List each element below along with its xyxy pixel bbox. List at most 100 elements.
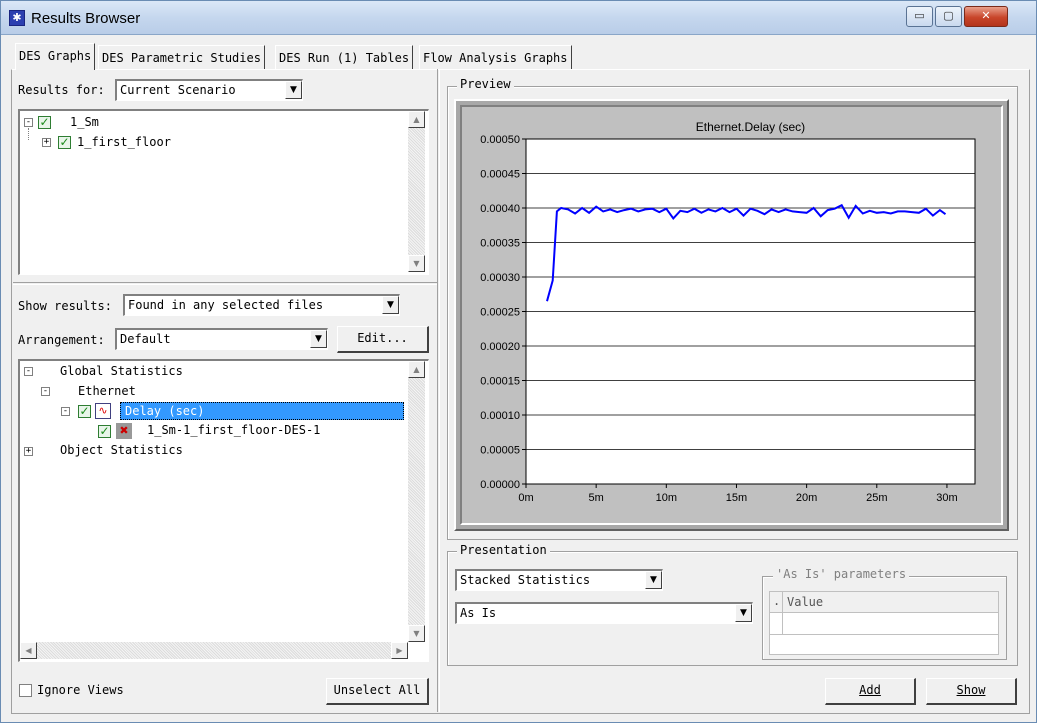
show-results-select[interactable]: Found in any selected files ▼ <box>123 294 400 316</box>
presentation-group <box>447 551 1018 666</box>
maximize-button[interactable]: ▢ <box>935 6 962 27</box>
y-tick-label: 0.00015 <box>480 376 520 388</box>
x-tick-label: 10m <box>656 492 677 504</box>
as-is-parameters-title: 'As Is' parameters <box>773 567 910 581</box>
chevron-down-icon[interactable]: ▼ <box>382 296 399 314</box>
edit-button[interactable]: Edit... <box>337 326 429 353</box>
arrangement-value: Default <box>120 332 171 346</box>
tab-des-run-tables[interactable]: DES Run (1) Tables <box>275 45 414 69</box>
graph-icon: ∿ <box>95 403 111 419</box>
expand-icon[interactable]: + <box>24 446 33 456</box>
tree-connector <box>28 128 29 140</box>
checkbox-checked-icon[interactable]: ✓ <box>58 135 71 149</box>
tab-panel <box>11 69 1030 714</box>
ignore-views-label: Ignore Views <box>37 683 124 697</box>
collapse-icon[interactable]: - <box>61 406 70 416</box>
unselect-all-button[interactable]: Unselect All <box>326 678 429 705</box>
scroll-left-icon[interactable]: ◀ <box>20 642 37 659</box>
x-tick-label: 0m <box>518 492 533 504</box>
y-tick-label: 0.00040 <box>480 203 520 215</box>
tree-item-object-statistics[interactable]: Object Statistics <box>60 443 183 457</box>
tree-item-1-first-floor[interactable]: 1_first_floor <box>77 135 171 149</box>
chart-title: Ethernet.Delay (sec) <box>696 120 805 134</box>
chevron-down-icon[interactable]: ▼ <box>310 330 327 348</box>
y-tick-label: 0.00050 <box>480 134 520 146</box>
checkbox-checked-icon[interactable]: ✓ <box>98 424 111 438</box>
presentation-title: Presentation <box>457 543 550 557</box>
show-results-label: Show results: <box>18 299 112 313</box>
stack-mode-value: Stacked Statistics <box>460 573 591 587</box>
expand-icon[interactable]: + <box>42 137 51 147</box>
tab-flow-analysis-graphs[interactable]: Flow Analysis Graphs <box>419 45 572 69</box>
title-bar[interactable]: ✱ Results Browser ▭ ▢ ✕ <box>1 1 1036 35</box>
parameters-table[interactable]: . Value <box>769 591 999 655</box>
statistics-tree-vscrollbar[interactable]: ▲ ▼ <box>408 361 425 642</box>
scenario-icon: ✖ <box>116 423 132 439</box>
ignore-views-checkbox[interactable] <box>19 684 32 697</box>
splitter[interactable] <box>13 282 437 285</box>
checkbox-checked-icon[interactable]: ✓ <box>78 404 91 418</box>
parameters-row-divider <box>770 634 998 635</box>
file-tree-scrollbar[interactable]: ▲ ▼ <box>408 111 425 272</box>
close-button[interactable]: ✕ <box>964 6 1008 27</box>
app-star-icon: ✱ <box>9 10 25 26</box>
y-tick-label: 0.00045 <box>480 169 520 181</box>
scroll-right-icon[interactable]: ▶ <box>391 642 408 659</box>
results-for-select[interactable]: Current Scenario ▼ <box>115 79 303 101</box>
x-tick-label: 30m <box>936 492 957 504</box>
preview-group <box>447 86 1018 540</box>
preview-title: Preview <box>457 77 514 91</box>
collapse-icon[interactable]: - <box>41 386 50 396</box>
scroll-down-icon[interactable]: ▼ <box>408 625 425 642</box>
tree-item-delay-sec[interactable]: Delay (sec) <box>120 402 404 420</box>
chevron-down-icon[interactable]: ▼ <box>285 81 302 99</box>
filter-select[interactable]: As Is ▼ <box>455 602 753 624</box>
y-tick-label: 0.00030 <box>480 272 520 284</box>
window-title: Results Browser <box>31 10 141 27</box>
x-tick-label: 15m <box>726 492 747 504</box>
y-tick-label: 0.00005 <box>480 445 520 457</box>
results-for-label: Results for: <box>18 83 105 97</box>
y-tick-label: 0.00000 <box>480 479 520 491</box>
parameters-header-dot: . <box>773 594 781 608</box>
arrangement-label: Arrangement: <box>18 333 105 347</box>
series-line <box>546 203 947 302</box>
delay-chart: Ethernet.Delay (sec) 0.00000 0.00005 0.0001… <box>480 120 976 504</box>
parameters-header <box>770 592 998 613</box>
filter-value: As Is <box>460 606 497 620</box>
tree-item-global-statistics[interactable]: Global Statistics <box>60 364 183 378</box>
show-results-value: Found in any selected files <box>128 298 324 312</box>
tree-item-1-sm-1-first-floor-des-1[interactable]: 1_Sm-1_first_floor-DES-1 <box>147 423 321 437</box>
collapse-icon[interactable]: - <box>24 366 33 376</box>
scroll-down-icon[interactable]: ▼ <box>408 255 425 272</box>
tree-item-1-sm[interactable]: 1_Sm <box>70 115 99 129</box>
file-tree[interactable]: - ✓ 1_Sm + ✓ 1_first_floor ▲ ▼ <box>18 109 429 275</box>
scroll-up-icon[interactable]: ▲ <box>408 111 425 128</box>
tree-item-ethernet[interactable]: Ethernet <box>78 384 136 398</box>
y-tick-label: 0.00035 <box>480 238 520 250</box>
y-tick-label: 0.00020 <box>480 341 520 353</box>
chevron-down-icon[interactable]: ▼ <box>645 571 662 589</box>
y-tick-label: 0.00010 <box>480 410 520 422</box>
x-tick-label: 25m <box>866 492 887 504</box>
arrangement-select[interactable]: Default ▼ <box>115 328 328 350</box>
results-for-value: Current Scenario <box>120 83 236 97</box>
pane-splitter[interactable] <box>437 69 440 712</box>
parameters-col-divider <box>782 592 783 634</box>
add-button[interactable]: Add <box>825 678 916 705</box>
y-tick-label: 0.00025 <box>480 307 520 319</box>
statistics-tree-hscrollbar[interactable]: ◀ ▶ <box>20 642 408 659</box>
minimize-button[interactable]: ▭ <box>906 6 933 27</box>
scroll-up-icon[interactable]: ▲ <box>408 361 425 378</box>
tab-des-graphs[interactable]: DES Graphs <box>15 43 96 70</box>
x-tick-label: 5m <box>589 492 604 504</box>
chart-frame: Ethernet.Delay (sec) 0.00000 0.00005 0.0001… <box>454 99 1009 531</box>
tab-des-parametric-studies[interactable]: DES Parametric Studies <box>98 45 265 69</box>
statistics-tree[interactable]: - Global Statistics - Ethernet - ✓ ∿ Del… <box>18 359 429 662</box>
stack-mode-select[interactable]: Stacked Statistics ▼ <box>455 569 663 591</box>
collapse-icon[interactable]: - <box>24 117 33 127</box>
checkbox-checked-icon[interactable]: ✓ <box>38 115 51 129</box>
chevron-down-icon[interactable]: ▼ <box>735 604 752 622</box>
show-button[interactable]: Show <box>926 678 1017 705</box>
parameters-header-value: Value <box>787 595 824 609</box>
